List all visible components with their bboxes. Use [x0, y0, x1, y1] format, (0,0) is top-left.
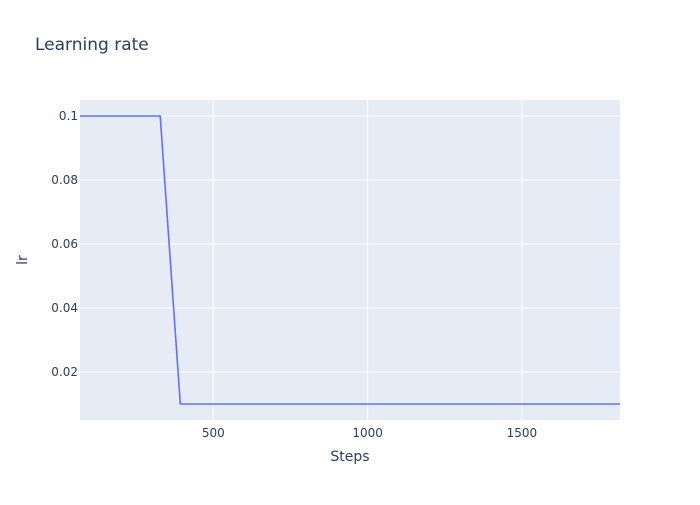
y-tick-label: 0.08: [51, 173, 78, 187]
x-axis-ticks: 500 1000 1500: [202, 426, 537, 440]
y-tick-label: 0.02: [51, 365, 78, 379]
x-tick-label: 500: [202, 426, 225, 440]
chart-title: Learning rate: [35, 35, 149, 55]
series-layer: [80, 115, 620, 405]
x-axis-title: Steps: [330, 449, 369, 465]
y-gridlines: [80, 115, 620, 373]
y-tick-label: 0.04: [51, 301, 78, 315]
y-axis-title: lr: [15, 255, 31, 265]
x-tick-label: 1000: [352, 426, 383, 440]
x-gridlines: [212, 100, 523, 420]
y-tick-label: 0.06: [51, 237, 78, 251]
series-line-lr: [80, 115, 620, 405]
x-tick-label: 1500: [507, 426, 538, 440]
y-tick-label: 0.1: [59, 109, 78, 123]
y-axis-ticks: 0.02 0.04 0.06 0.08 0.1: [51, 109, 78, 379]
